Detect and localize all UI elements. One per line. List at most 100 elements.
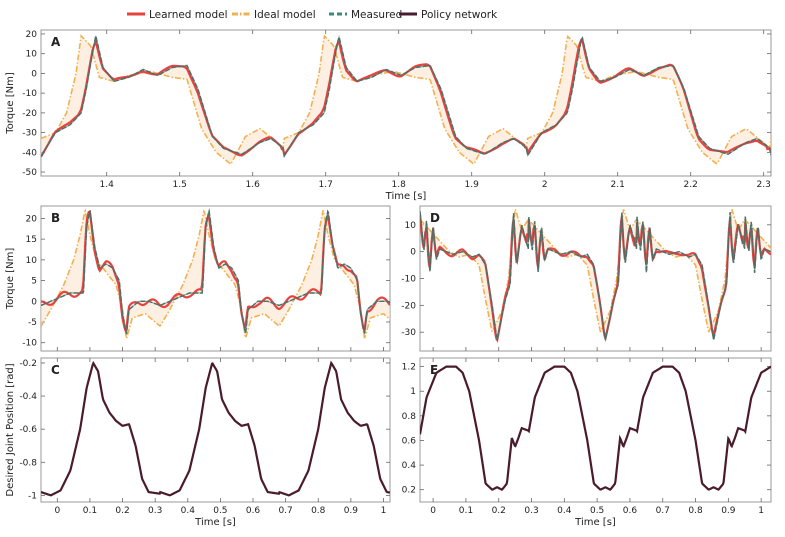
y-tick-label: 1.2 bbox=[402, 363, 416, 373]
y-tick-label: -20 bbox=[401, 301, 416, 311]
x-tick-label: 0.4 bbox=[181, 506, 196, 516]
y-tick-label: -0.6 bbox=[19, 425, 37, 435]
y-tick-label: 0.8 bbox=[402, 412, 417, 422]
series-ideal-model bbox=[420, 209, 771, 333]
x-tick-label: 0 bbox=[430, 506, 436, 516]
y-axis-label: Desired Joint Position [rad] bbox=[5, 363, 16, 496]
series-group bbox=[41, 33, 771, 166]
y-tick-label: 20 bbox=[26, 30, 38, 40]
x-tick-label: 0.7 bbox=[278, 506, 292, 516]
y-tick-label: -10 bbox=[401, 275, 416, 285]
y-tick-label: 10 bbox=[26, 50, 38, 60]
x-tick-label: 0.2 bbox=[492, 506, 506, 516]
panel-letter: D bbox=[430, 211, 440, 225]
y-tick-label: -30 bbox=[22, 129, 37, 139]
chart-panel-b: -10 -5 0 5 10 15 20 Torque [Nm] B bbox=[5, 205, 391, 352]
ideal-error-band bbox=[420, 208, 771, 341]
series-policy-network bbox=[420, 365, 771, 491]
legend-entry: Learned model bbox=[127, 9, 228, 21]
y-tick-label: -20 bbox=[22, 109, 37, 119]
legend-label: Measured bbox=[351, 9, 402, 21]
series-measured-overlay bbox=[41, 34, 771, 158]
x-tick-label: 0.5 bbox=[590, 506, 604, 516]
ideal-error-band bbox=[41, 210, 390, 339]
x-tick-label: 0.2 bbox=[115, 506, 129, 516]
y-axis-label: Torque [Nm] bbox=[5, 248, 16, 311]
x-tick-label: 1 bbox=[758, 506, 764, 516]
y-tick-label: -0.4 bbox=[19, 392, 37, 402]
x-tick-label: 0.6 bbox=[246, 506, 261, 516]
panel-letter: A bbox=[51, 35, 61, 49]
x-tick-label: 0.7 bbox=[656, 506, 670, 516]
series-measured-overlay bbox=[41, 208, 390, 335]
y-tick-label: 20 bbox=[26, 214, 38, 224]
y-tick-label: 0.4 bbox=[402, 461, 417, 471]
y-tick-label: -40 bbox=[22, 148, 37, 158]
x-tick-label: 2 bbox=[542, 180, 548, 190]
x-tick-label: 1.6 bbox=[246, 180, 261, 190]
series-measured-overlay bbox=[420, 211, 771, 340]
y-tick-label: -10 bbox=[22, 89, 37, 99]
chart-panel-e: 0.2 0.4 0.6 0.8 1 1.2 0 0.1 0.2 0.3 0.4 0.5 0.6 0.7 0.… bbox=[402, 357, 772, 528]
y-tick-label: 0.6 bbox=[402, 436, 417, 446]
x-tick-label: 0 bbox=[54, 506, 60, 516]
x-tick-label: 1.4 bbox=[100, 180, 115, 190]
plot-area bbox=[40, 205, 391, 352]
y-tick-label: 0 bbox=[31, 69, 37, 79]
x-tick-label: 0.9 bbox=[344, 506, 359, 516]
x-tick-label: 1 bbox=[381, 506, 387, 516]
y-tick-label: -5 bbox=[28, 318, 37, 328]
y-tick-label: -30 bbox=[401, 328, 416, 338]
x-axis-label: Time [s] bbox=[385, 191, 427, 202]
y-tick-label: 0.2 bbox=[402, 486, 416, 496]
x-axis-label: Time [s] bbox=[574, 517, 616, 528]
chart-panel-a: -50 -40 -30 -20 -10 0 10 20 1.4 1.5 1.6 1.7 1.8 1.9 2 2… bbox=[5, 29, 772, 202]
x-tick-label: 0.8 bbox=[688, 506, 703, 516]
x-tick-label: 1.8 bbox=[392, 180, 407, 190]
series-group bbox=[420, 208, 771, 343]
legend-label: Policy network bbox=[421, 9, 498, 21]
y-tick-label: 10 bbox=[405, 221, 417, 231]
series-group bbox=[41, 360, 390, 497]
x-tick-label: 0.8 bbox=[311, 506, 326, 516]
y-tick-label: 1 bbox=[410, 387, 416, 397]
y-tick-label: 0 bbox=[410, 248, 416, 258]
legend-entry: Measured bbox=[329, 9, 402, 21]
x-tick-label: 0.5 bbox=[213, 506, 227, 516]
x-axis-label: Time [s] bbox=[194, 517, 236, 528]
x-tick-label: 0.3 bbox=[148, 506, 162, 516]
y-tick-label: -0.2 bbox=[19, 359, 37, 369]
x-tick-label: 1.5 bbox=[173, 180, 187, 190]
x-tick-label: 1.9 bbox=[465, 180, 480, 190]
legend-label: Learned model bbox=[149, 9, 228, 21]
chart-panel-d: -30 -20 -10 0 10 D bbox=[401, 205, 772, 352]
y-tick-label: -50 bbox=[22, 168, 37, 178]
x-tick-label: 0.1 bbox=[459, 506, 473, 516]
panel-letter: C bbox=[51, 363, 60, 377]
y-tick-label: 10 bbox=[26, 256, 38, 266]
y-tick-label: 0 bbox=[31, 297, 37, 307]
x-tick-label: 2.3 bbox=[757, 180, 771, 190]
x-tick-label: 0.1 bbox=[83, 506, 97, 516]
x-tick-label: 0.6 bbox=[623, 506, 638, 516]
series-policy-network bbox=[41, 360, 390, 497]
legend: Learned model Ideal model Measured Policy n… bbox=[127, 9, 498, 21]
plot-area bbox=[419, 357, 772, 503]
panel-letter: E bbox=[430, 363, 438, 377]
legend-entry: Ideal model bbox=[232, 9, 316, 21]
y-tick-label: -10 bbox=[22, 339, 37, 349]
series-group bbox=[41, 208, 390, 341]
x-tick-label: 0.4 bbox=[557, 506, 572, 516]
plot-area bbox=[40, 29, 772, 177]
panel-letter: B bbox=[51, 211, 60, 225]
x-tick-label: 0.3 bbox=[524, 506, 538, 516]
x-tick-label: 2.2 bbox=[684, 180, 698, 190]
legend-label: Ideal model bbox=[254, 9, 316, 21]
y-axis-label: Torque [Nm] bbox=[5, 72, 16, 135]
y-tick-label: -1 bbox=[28, 491, 37, 501]
x-tick-label: 2.1 bbox=[611, 180, 625, 190]
chart-panel-c: -1 -0.8 -0.6 -0.4 -0.2 0 0.1 0.2 0.3 0.4 0.5 0.6 0.7… bbox=[5, 357, 391, 528]
series-group bbox=[420, 365, 771, 491]
